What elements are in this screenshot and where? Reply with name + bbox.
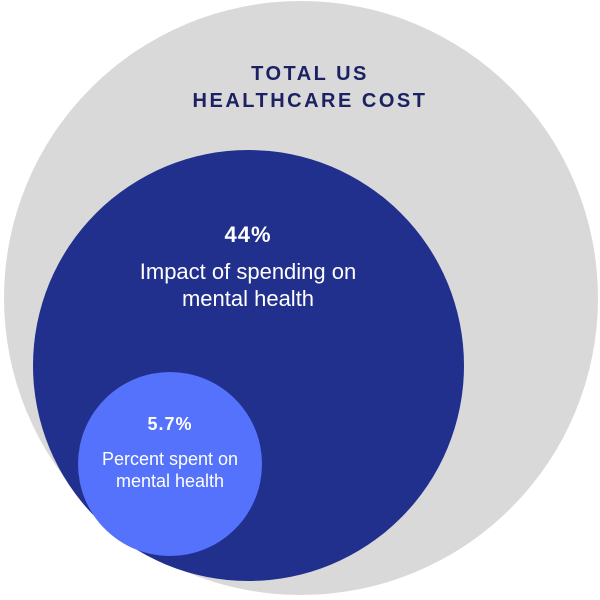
percent-spent-description-line-1: Percent spent on — [101, 449, 239, 469]
percent-spent-description-line-2: mental health — [115, 471, 225, 491]
total-cost-title-line-2: HEALTHCARE COST — [192, 90, 428, 112]
impact-description: Impact of spending on mental health — [98, 258, 398, 312]
total-cost-title: TOTAL US HEALTHCARE COST — [150, 61, 470, 115]
total-cost-title-line-1: TOTAL US — [251, 63, 369, 85]
impact-description-line-1: Impact of spending on — [139, 259, 357, 284]
percent-spent-circle — [78, 372, 262, 556]
percent-spent-value: 5.7% — [147, 414, 193, 434]
impact-value: 44% — [224, 222, 272, 247]
percent-spent-description: Percent spent on mental health — [78, 448, 262, 492]
impact-description-line-2: mental health — [181, 286, 315, 311]
